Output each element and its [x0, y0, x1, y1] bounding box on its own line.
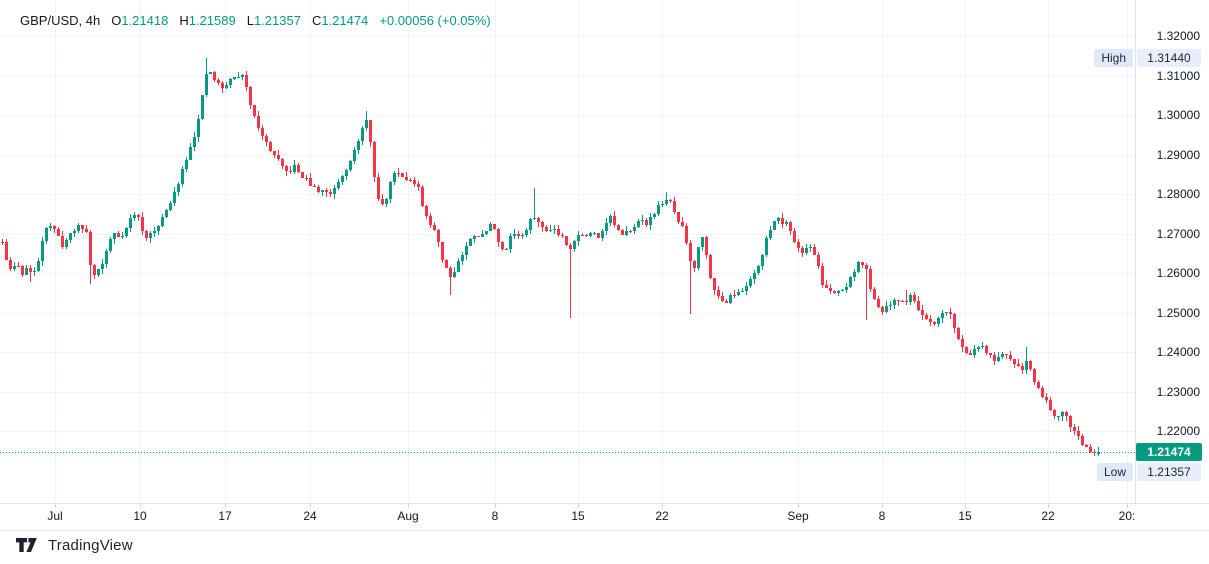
time-tick-label: 15 — [958, 509, 972, 523]
time-tick-mark — [965, 504, 966, 508]
time-tick-label: 24 — [303, 509, 317, 523]
high-marker-label: High — [1094, 49, 1133, 67]
change-value: +0.00056 (+0.05%) — [379, 13, 491, 28]
time-tick-label: 15 — [571, 509, 585, 523]
time-tick-label: Sep — [787, 509, 809, 523]
time-tick-label: Aug — [397, 509, 419, 523]
legend-close: C1.21474 — [311, 13, 369, 28]
price-tick-label: 1.22000 — [1156, 424, 1200, 438]
legend-high: H1.21589 — [179, 13, 236, 28]
time-tick-mark — [495, 504, 496, 508]
time-tick-mark — [310, 504, 311, 508]
time-tick-mark — [798, 504, 799, 508]
price-tick-label: 1.32000 — [1156, 29, 1200, 43]
price-tick-label: 1.25000 — [1156, 306, 1200, 320]
legend-open: O1.21418 — [111, 13, 169, 28]
chart-legend: GBP/USD, 4h O1.21418 H1.21589 L1.21357 C… — [20, 13, 491, 28]
last-price-badge: 1.21474 — [1136, 443, 1202, 461]
symbol-title[interactable]: GBP/USD, 4h — [20, 13, 101, 28]
candles — [1, 58, 1100, 456]
time-tick-mark — [140, 504, 141, 508]
time-tick-label: 20: — [1118, 509, 1136, 523]
time-tick-mark — [225, 504, 226, 508]
price-tick-label: 1.30000 — [1156, 108, 1200, 122]
candlestick-chart[interactable] — [0, 0, 1135, 503]
price-tick-label: 1.28000 — [1156, 187, 1200, 201]
price-tick-label: 1.31000 — [1156, 69, 1200, 83]
time-tick-mark — [662, 504, 663, 508]
time-tick-label: Jul — [47, 509, 63, 523]
time-tick-mark — [55, 504, 56, 508]
tradingview-logo-icon — [16, 538, 37, 552]
tradingview-logo-text: TradingView — [48, 537, 133, 554]
time-tick-label: 8 — [878, 509, 886, 523]
high-marker-value: 1.31440 — [1137, 49, 1201, 67]
price-tick-label: 1.27000 — [1156, 227, 1200, 241]
gridlines — [0, 0, 1135, 502]
time-tick-label: 8 — [491, 509, 499, 523]
tradingview-logo[interactable]: TradingView — [16, 537, 133, 554]
time-tick-label: 10 — [133, 509, 147, 523]
price-tick-label: 1.26000 — [1156, 266, 1200, 280]
price-tick-label: 1.23000 — [1156, 385, 1200, 399]
legend-low: L1.21357 — [246, 13, 301, 28]
time-tick-mark — [1048, 504, 1049, 508]
price-axis[interactable]: 1.32000 1.31000 1.30000 1.29000 1.28000 1.270… — [1135, 0, 1209, 503]
time-tick-mark — [578, 504, 579, 508]
time-tick-label: 17 — [218, 509, 232, 523]
time-tick-mark — [882, 504, 883, 508]
time-tick-label: 22 — [655, 509, 669, 523]
low-marker-label: Low — [1096, 463, 1133, 481]
time-tick-label: 22 — [1041, 509, 1055, 523]
price-tick-label: 1.29000 — [1156, 148, 1200, 162]
price-tick-label: 1.24000 — [1156, 345, 1200, 359]
time-axis[interactable]: Jul 10 17 24 Aug 8 15 22 Sep 8 15 22 20: — [0, 503, 1209, 531]
time-tick-mark — [408, 504, 409, 508]
time-tick-mark — [1127, 504, 1128, 508]
low-marker-value: 1.21357 — [1137, 463, 1201, 481]
